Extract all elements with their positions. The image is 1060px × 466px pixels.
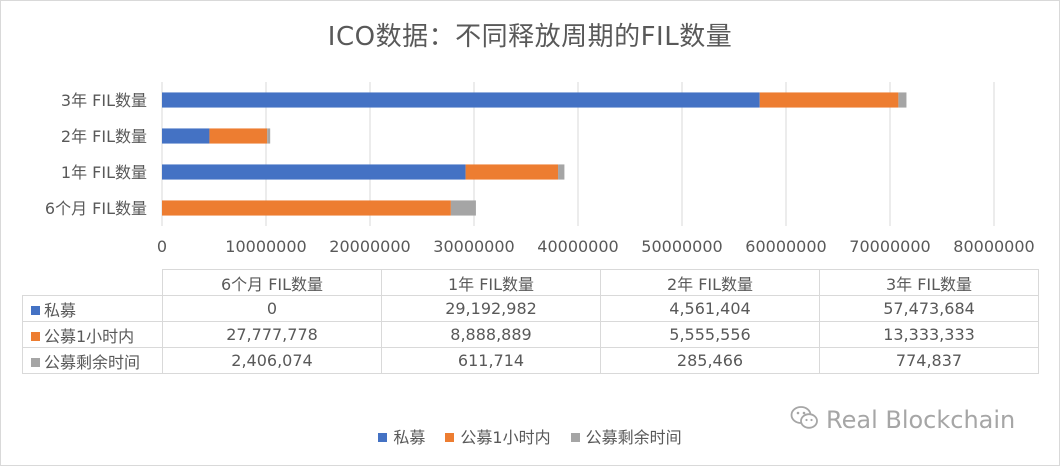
bar-segment — [209, 128, 268, 144]
table-cell: 611,714 — [381, 347, 601, 374]
legend-label: 私募 — [393, 428, 426, 447]
table-cell: 5,555,556 — [600, 321, 820, 348]
series-key — [31, 357, 40, 367]
bar-segment — [267, 128, 271, 144]
bar-segment — [465, 164, 559, 180]
table-row-header: 公募剩余时间 — [22, 347, 163, 374]
table-row-header: 公募1小时内 — [22, 321, 163, 348]
table-column-header: 6个月 FIL数量 — [162, 269, 382, 296]
table-row: 公募剩余时间 2,406,074 611,714 285,466 774,837 — [22, 347, 1039, 374]
category-label: 2年 FIL数量 — [61, 127, 147, 146]
bar-segment — [162, 92, 760, 108]
table-cell: 13,333,333 — [819, 321, 1039, 348]
bar-segment — [898, 92, 907, 108]
bar-segment — [759, 92, 899, 108]
table-column-header: 2年 FIL数量 — [600, 269, 820, 296]
bar-segment — [162, 200, 451, 216]
bar-segment — [558, 164, 565, 180]
table-cell: 2,406,074 — [162, 347, 382, 374]
bar-segment — [162, 128, 210, 144]
watermark-text: Real Blockchain — [826, 406, 1016, 434]
category-label: 1年 FIL数量 — [61, 163, 147, 182]
legend-item: 公募1小时内 — [445, 424, 551, 448]
legend-label: 公募剩余时间 — [585, 428, 682, 447]
x-tick-label: 70000000 — [849, 237, 930, 256]
table-row: 公募1小时内 27,777,778 8,888,889 5,555,556 13,333… — [22, 321, 1039, 348]
legend: 私募 公募1小时内 公募剩余时间 — [0, 424, 1060, 448]
series-key — [31, 305, 40, 315]
series-name: 公募1小时内 — [44, 326, 135, 346]
series-name: 私募 — [44, 300, 77, 320]
category-label: 6个月 FIL数量 — [45, 199, 147, 218]
data-table: 6个月 FIL数量 1年 FIL数量 2年 FIL数量 3年 FIL数量私募 0 29,1… — [22, 269, 1039, 374]
x-tick-label: 30000000 — [433, 237, 514, 256]
chart-title: ICO数据：不同释放周期的FIL数量 — [327, 22, 733, 52]
x-tick-label: 40000000 — [537, 237, 618, 256]
x-tick-label: 0 — [157, 237, 167, 256]
table-header-row: 6个月 FIL数量 1年 FIL数量 2年 FIL数量 3年 FIL数量 — [22, 269, 1039, 296]
table-column-header: 1年 FIL数量 — [381, 269, 601, 296]
table-cell: 27,777,778 — [162, 321, 382, 348]
legend-item: 私募 — [378, 424, 425, 448]
legend-label: 公募1小时内 — [460, 428, 551, 447]
series-name: 公募剩余时间 — [44, 352, 141, 372]
table-corner — [22, 269, 163, 296]
table-cell: 57,473,684 — [819, 295, 1039, 322]
bar-segment — [450, 200, 476, 216]
table-row-header: 私募 — [22, 295, 163, 322]
table-cell: 0 — [162, 295, 382, 322]
table-cell: 4,561,404 — [600, 295, 820, 322]
table-cell: 29,192,982 — [381, 295, 601, 322]
table-column-header: 3年 FIL数量 — [819, 269, 1039, 296]
x-tick-label: 20000000 — [329, 237, 410, 256]
table-row: 私募 0 29,192,982 4,561,404 57,473,684 — [22, 295, 1039, 322]
bar-segment — [162, 164, 466, 180]
legend-swatch — [570, 433, 580, 442]
table-cell: 285,466 — [600, 347, 820, 374]
x-tick-label: 60000000 — [745, 237, 826, 256]
series-key — [31, 331, 40, 341]
table-cell: 8,888,889 — [381, 321, 601, 348]
x-tick-label: 80000000 — [953, 237, 1034, 256]
category-label: 3年 FIL数量 — [61, 91, 147, 110]
legend-item: 公募剩余时间 — [570, 424, 682, 448]
legend-swatch — [445, 433, 455, 442]
x-tick-label: 50000000 — [641, 237, 722, 256]
legend-swatch — [378, 433, 388, 442]
watermark: Real Blockchain — [790, 405, 1015, 437]
bar-chart: 0 10000000 20000000 30000000 40000000 5000000… — [45, 82, 1035, 256]
x-tick-label: 10000000 — [225, 237, 306, 256]
wechat-icon — [790, 405, 820, 437]
table-cell: 774,837 — [819, 347, 1039, 374]
